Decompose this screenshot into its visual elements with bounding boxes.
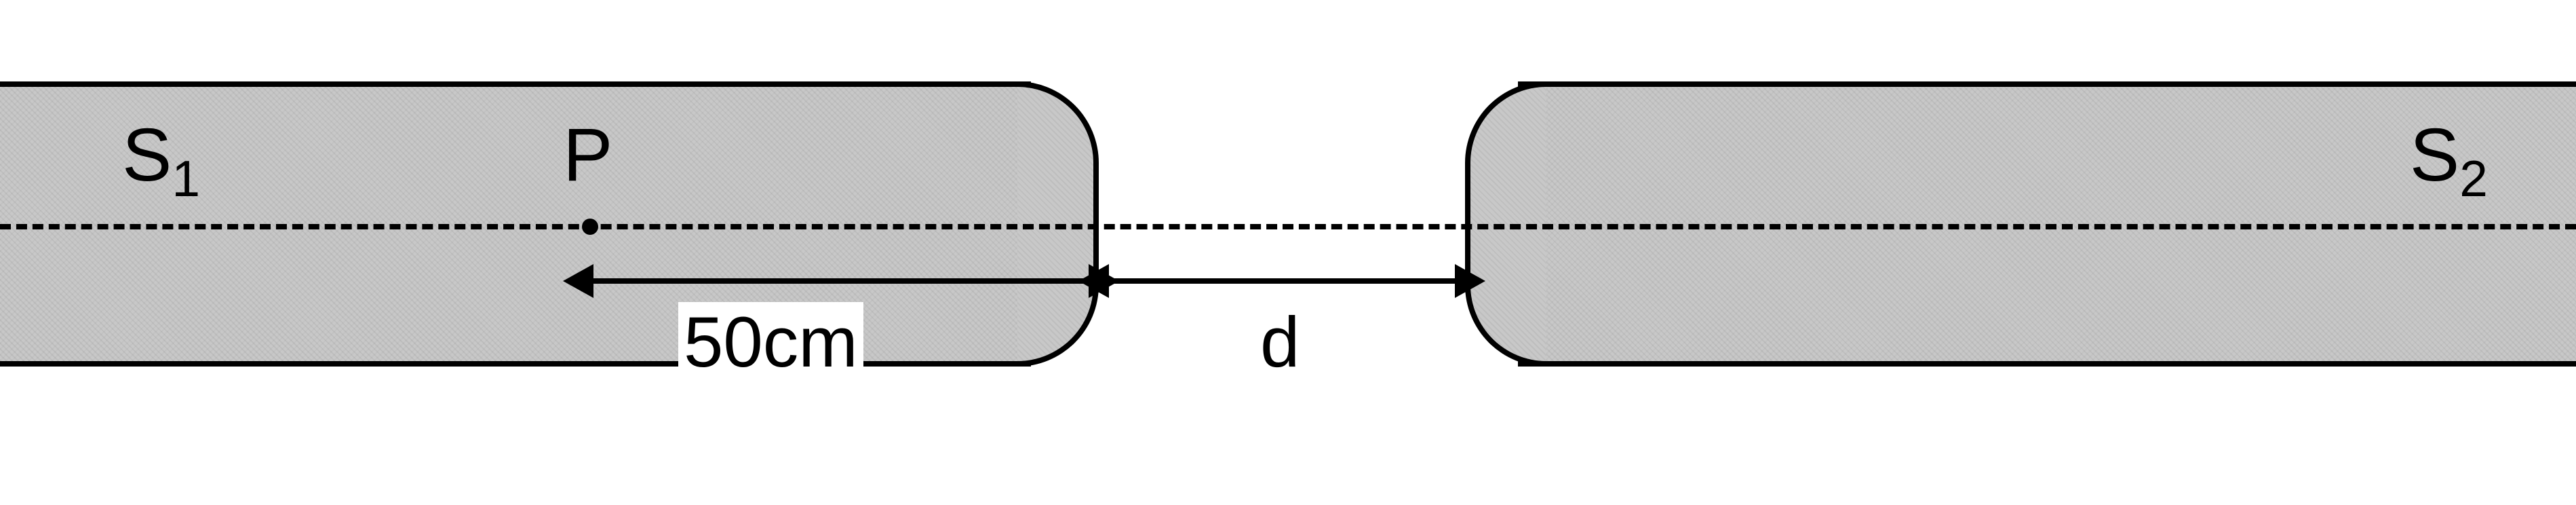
label-s2-sub: 2 bbox=[2459, 150, 2488, 207]
arrowhead-left-icon bbox=[1078, 264, 1109, 298]
label-s2: S2 bbox=[2410, 112, 2488, 208]
dimension-label-50cm: 50cm bbox=[678, 302, 863, 384]
label-s1-sub: 1 bbox=[172, 150, 200, 207]
point-p-marker bbox=[582, 219, 598, 235]
arrowhead-left-icon bbox=[563, 264, 593, 298]
arrowhead-right-icon bbox=[1455, 264, 1485, 298]
dimension-arrow-d bbox=[1106, 278, 1458, 284]
label-p: P bbox=[563, 112, 612, 198]
optical-rods-diagram: S1 S2 P 50cm d bbox=[0, 0, 2576, 505]
label-s2-text: S bbox=[2410, 113, 2459, 197]
label-s1-text: S bbox=[122, 113, 172, 197]
dimension-arrow-50cm bbox=[590, 278, 1092, 284]
dimension-label-d: d bbox=[1255, 302, 1305, 384]
principal-axis bbox=[0, 224, 2576, 229]
label-s1: S1 bbox=[122, 112, 200, 208]
